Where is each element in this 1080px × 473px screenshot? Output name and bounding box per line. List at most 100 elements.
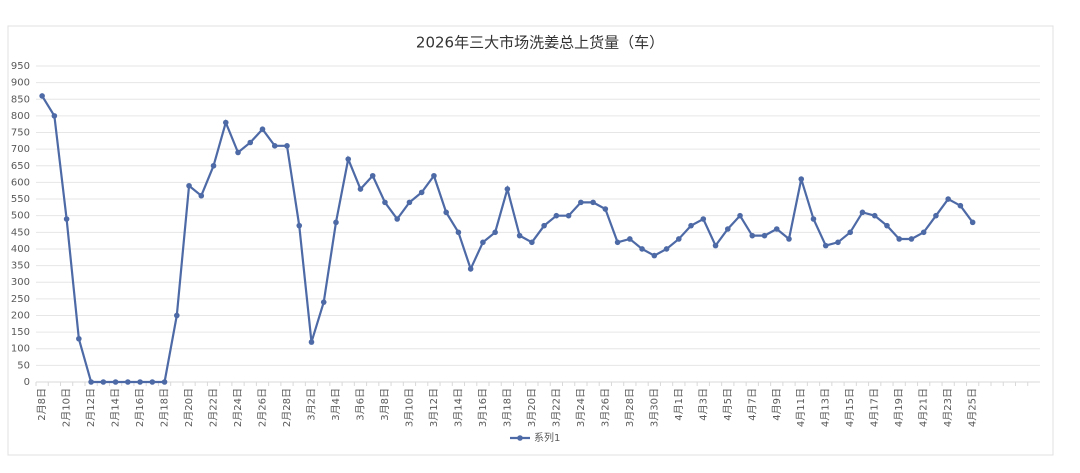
x-tick-label: 4月15日 [844,388,856,427]
data-point [235,149,241,156]
data-point [578,199,584,206]
data-point [627,236,633,242]
x-tick-label: 3月14日 [452,388,464,427]
x-tick-label: 3月28日 [624,388,636,427]
data-point [835,239,841,246]
x-tick-label: 3月8日 [379,388,391,421]
data-point [651,252,658,259]
data-point [565,212,572,219]
data-point [908,236,915,242]
data-point [737,212,743,219]
data-point [504,186,511,192]
data-point [945,196,951,202]
x-tick-label: 3月22日 [550,388,562,427]
x-tick-label: 4月17日 [869,388,881,427]
x-tick-label: 3月6日 [354,388,366,421]
data-point [431,172,437,179]
data-point [271,143,278,149]
x-tick-label: 3月12日 [428,388,440,427]
y-tick-label: 200 [11,310,30,321]
data-point [700,216,707,222]
data-point [467,266,474,272]
x-tick-label: 2月14日 [110,388,122,427]
data-point [296,222,303,229]
x-tick-label: 3月26日 [599,388,611,427]
y-tick-label: 650 [11,161,30,172]
y-tick-label: 0 [24,377,30,388]
y-tick-label: 600 [11,177,30,188]
y-tick-label: 750 [11,128,30,139]
data-point [712,242,719,249]
x-tick-label: 2月18日 [159,388,171,427]
data-point [345,156,352,162]
x-tick-label: 2月16日 [134,388,146,427]
chart-title: 2026年三大市场洗姜总上货量（车） [416,34,664,52]
data-point [357,186,364,192]
data-point [100,379,107,385]
data-point [308,339,315,345]
data-point [663,246,670,252]
data-point [847,229,854,236]
x-tick-label: 2月12日 [85,388,97,427]
x-tick-label: 4月1日 [673,388,685,421]
data-point [749,232,756,239]
legend-label: 系列1 [534,431,560,444]
data-point [516,232,523,239]
data-point [382,199,388,206]
data-point [406,199,413,206]
x-tick-label: 3月4日 [330,388,342,421]
x-tick-label: 4月23日 [942,388,954,427]
data-point [198,192,205,199]
x-tick-label: 2月22日 [208,388,220,427]
data-point [259,126,266,132]
x-tick-label: 4月19日 [893,388,905,427]
data-point [394,216,400,222]
x-tick-label: 3月20日 [526,388,538,427]
data-point [639,246,645,252]
x-tick-label: 4月13日 [820,388,832,427]
data-point [529,239,535,246]
y-tick-label: 900 [11,78,30,89]
data-point [112,379,119,385]
data-point [822,242,829,249]
y-tick-label: 450 [11,227,30,238]
data-point [161,379,168,385]
x-tick-label: 4月7日 [746,388,758,421]
data-point [553,212,560,219]
x-tick-label: 4月5日 [722,388,734,421]
data-point [76,335,82,342]
x-tick-label: 4月9日 [771,388,783,421]
legend-marker [517,435,523,441]
y-tick-label: 400 [11,244,30,255]
data-point [614,239,621,246]
data-point [247,139,254,146]
x-tick-label: 4月11日 [795,388,807,427]
data-point [773,226,780,232]
data-point [688,222,694,229]
data-point [137,379,143,385]
data-point [480,239,486,246]
data-point [333,219,339,226]
y-tick-label: 850 [11,94,30,105]
data-point [724,226,731,232]
data-point [957,202,964,209]
data-point [320,299,327,305]
data-point [63,216,70,222]
data-point [810,216,817,222]
x-tick-label: 2月8日 [36,388,48,421]
data-point [174,312,180,319]
data-point [761,232,768,239]
data-point [125,379,131,385]
data-point [149,379,156,385]
y-tick-label: 300 [11,277,30,288]
y-tick-label: 250 [11,294,30,305]
x-tick-label: 2月10日 [61,388,73,427]
data-point [210,162,217,169]
data-point [443,209,449,216]
data-point [871,212,878,219]
x-tick-label: 4月3日 [697,388,709,421]
data-point [859,209,866,216]
data-point [369,172,376,179]
x-tick-label: 3月16日 [477,388,489,427]
